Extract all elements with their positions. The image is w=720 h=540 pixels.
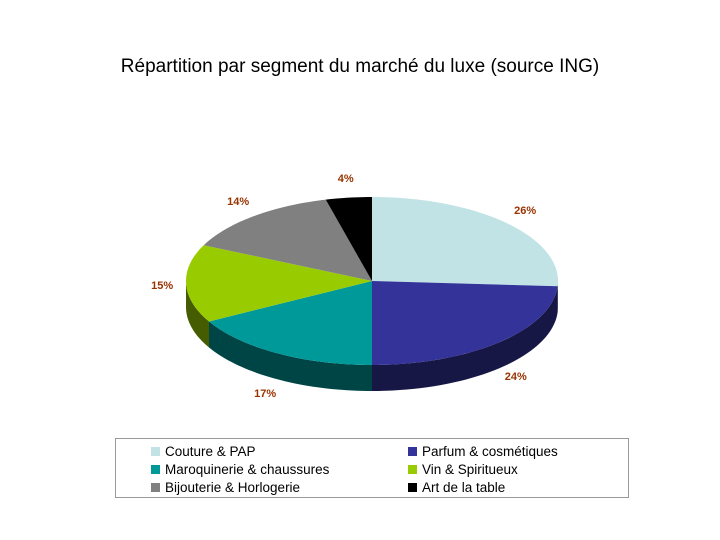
legend-swatch [408, 464, 417, 474]
legend-label: Art de la table [422, 479, 506, 495]
legend-item-art-de-la-table: Art de la table [408, 478, 505, 496]
pie-slice-couture-and-pap [372, 197, 558, 287]
legend-item-bijouterie-and-horlogerie: Bijouterie & Horlogerie [151, 478, 300, 496]
chart-title: Répartition par segment du marché du lux… [120, 56, 600, 77]
pie-label-parfum-and-cosmetiques: 24% [505, 371, 527, 383]
pie-label-vin-and-spiritueux: 15% [151, 280, 173, 292]
legend-item-maroquinerie-and-chaussures: Maroquinerie & chaussures [151, 460, 329, 478]
legend-label: Maroquinerie & chaussures [165, 461, 330, 477]
pie-label-couture-and-pap: 26% [514, 205, 536, 217]
legend-swatch [408, 446, 417, 456]
legend-label: Vin & Spiritueux [422, 461, 518, 477]
pie-label-art-de-la-table: 4% [338, 173, 354, 185]
pie-label-bijouterie-and-horlogerie: 14% [227, 196, 249, 208]
legend-swatch [151, 464, 160, 474]
pie-labels: 26% 24% 17% 15% 14% 4% [151, 173, 536, 400]
chart-legend: Couture & PAP Parfum & cosmétiques Maroqui… [115, 438, 629, 498]
legend-label: Bijouterie & Horlogerie [165, 479, 301, 495]
legend-item-vin-and-spiritueux: Vin & Spiritueux [408, 460, 518, 478]
legend-item-couture-and-pap: Couture & PAP [151, 442, 256, 460]
legend-swatch [151, 482, 160, 492]
legend-label: Parfum & cosmétiques [422, 443, 558, 459]
pie-label-maroquinerie-and-chaussures: 17% [254, 388, 276, 400]
pie-sides [186, 281, 558, 391]
pie-side-vin-and-spiritueux [186, 281, 210, 348]
legend-item-parfum-and-cosmetiques: Parfum & cosmétiques [408, 442, 558, 460]
legend-swatch [408, 482, 417, 492]
pie-slice-parfum-and-cosmetiques [372, 281, 558, 365]
pie-side-maroquinerie-and-chaussures [209, 321, 372, 391]
legend-label: Couture & PAP [165, 443, 256, 459]
pie-slice-maroquinerie-and-chaussures [209, 281, 372, 365]
pie-slice-vin-and-spiritueux [186, 245, 372, 322]
pie-slice-art-de-la-table [325, 197, 372, 281]
pie-slice-bijouterie-and-horlogerie [203, 199, 372, 281]
pie-slices [186, 197, 558, 365]
legend-swatch [151, 446, 160, 456]
pie-side-parfum-and-cosmetiques [372, 286, 558, 391]
